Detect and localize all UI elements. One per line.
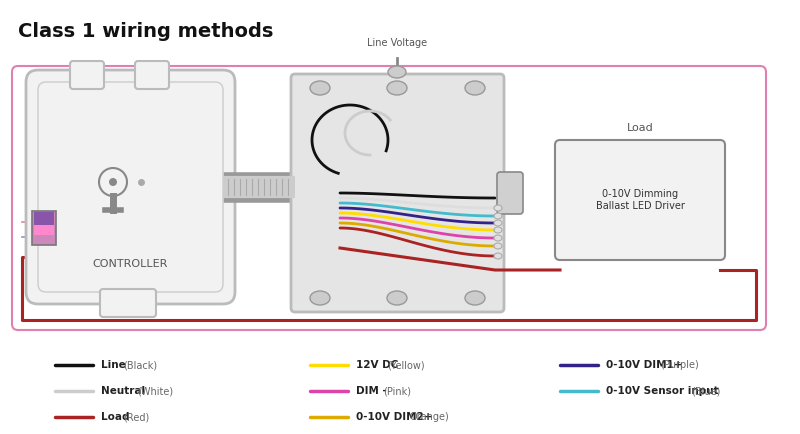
Ellipse shape	[494, 243, 502, 249]
Ellipse shape	[388, 66, 406, 78]
Text: Line Voltage: Line Voltage	[367, 38, 427, 48]
Ellipse shape	[494, 253, 502, 259]
Text: Class 1 wiring methods: Class 1 wiring methods	[18, 22, 274, 41]
Ellipse shape	[465, 81, 485, 95]
FancyBboxPatch shape	[34, 212, 54, 225]
Text: (Red): (Red)	[123, 412, 150, 422]
Circle shape	[109, 178, 117, 186]
Text: (Blue): (Blue)	[691, 386, 721, 396]
Ellipse shape	[494, 227, 502, 233]
Text: (Yellow): (Yellow)	[387, 360, 425, 370]
FancyBboxPatch shape	[32, 211, 56, 245]
FancyBboxPatch shape	[135, 61, 169, 89]
Text: Line: Line	[101, 360, 130, 370]
Text: Load: Load	[101, 412, 133, 422]
Text: DIM -: DIM -	[356, 386, 390, 396]
FancyBboxPatch shape	[555, 140, 725, 260]
Text: 12V DC: 12V DC	[356, 360, 402, 370]
FancyBboxPatch shape	[497, 172, 523, 214]
Text: (Black): (Black)	[123, 360, 158, 370]
Ellipse shape	[494, 235, 502, 241]
FancyBboxPatch shape	[100, 289, 156, 317]
Ellipse shape	[387, 291, 407, 305]
FancyBboxPatch shape	[34, 225, 54, 235]
Ellipse shape	[494, 205, 502, 211]
Text: Load: Load	[626, 123, 654, 133]
FancyBboxPatch shape	[26, 70, 235, 304]
Text: 0-10V Sensor input: 0-10V Sensor input	[606, 386, 722, 396]
Text: (Purple): (Purple)	[660, 360, 698, 370]
Ellipse shape	[310, 291, 330, 305]
FancyBboxPatch shape	[291, 74, 504, 312]
Text: (White): (White)	[137, 386, 173, 396]
Text: Neutral: Neutral	[101, 386, 149, 396]
Ellipse shape	[494, 220, 502, 226]
Text: 0-10V DIM1+: 0-10V DIM1+	[606, 360, 686, 370]
FancyBboxPatch shape	[70, 61, 104, 89]
Text: Orange): Orange)	[410, 412, 450, 422]
Ellipse shape	[310, 81, 330, 95]
Ellipse shape	[465, 291, 485, 305]
Text: 0-10V DIM2+: 0-10V DIM2+	[356, 412, 436, 422]
Text: (Pink): (Pink)	[383, 386, 411, 396]
Ellipse shape	[387, 81, 407, 95]
Text: CONTROLLER: CONTROLLER	[93, 259, 168, 269]
Text: 0-10V Dimming
Ballast LED Driver: 0-10V Dimming Ballast LED Driver	[595, 189, 685, 211]
Ellipse shape	[494, 213, 502, 219]
